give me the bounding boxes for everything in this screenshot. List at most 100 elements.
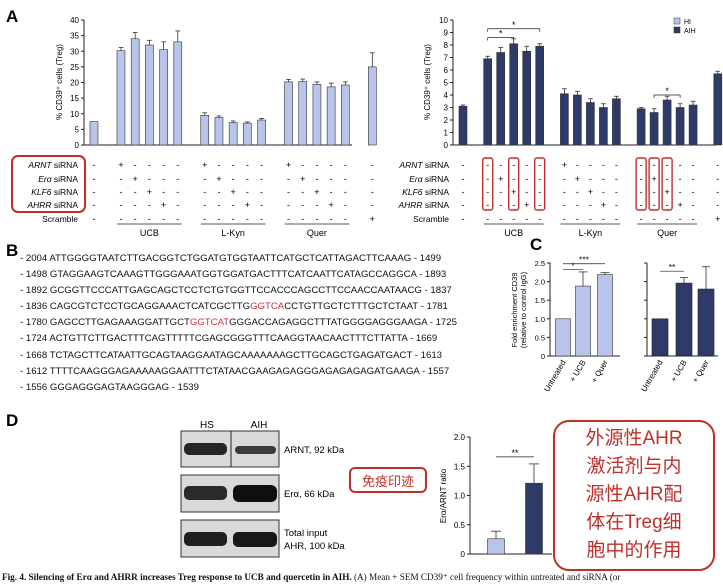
sirna-mark: - [232, 160, 235, 170]
y-axis-label: Fold enrichment CD39 [510, 272, 519, 347]
sirna-mark: - [640, 200, 643, 210]
y-tick-label: 15 [70, 94, 79, 103]
sirna-mark: - [615, 200, 618, 210]
y-tick-label: 7 [444, 54, 449, 63]
topic-annotation-box: 外源性AHR 激活剂与内 源性AHR配 体在Treg细 胞中的作用 [553, 420, 715, 571]
caption-bold: Fig. 4. Silencing of Erα and AHRR increa… [2, 572, 352, 582]
sirna-mark: - [499, 160, 502, 170]
bar [173, 41, 183, 146]
sequence-line: - 1498 GTAGGAAGTCAAAGTTGGGAAATGGTGGATGAC… [20, 267, 510, 283]
sirna-mark: - [93, 187, 96, 197]
sirna-mark: - [615, 187, 618, 197]
sequence-line: - 2004 ATTGGGGTAATCTTGACGGTCTGGATGTGGTAA… [20, 251, 510, 267]
sirna-mark: - [462, 174, 465, 184]
sirna-mark: - [217, 187, 220, 197]
sirna-mark: - [162, 187, 165, 197]
sirna-mark: - [176, 174, 179, 184]
bar [573, 94, 582, 146]
column-highlight-box [482, 157, 494, 211]
sirna-mark: - [602, 187, 605, 197]
bar [522, 50, 532, 146]
sequence-text: - 2004 ATTGGGGTAATCTTGACGGTCTGGATGTGGTAA… [20, 253, 442, 264]
column-highlight-box [534, 157, 546, 211]
blot-band [233, 532, 277, 547]
sirna-mark: - [134, 160, 137, 170]
sirna-mark: - [462, 200, 465, 210]
sirna-mark: - [301, 200, 304, 210]
y-tick-label: 25 [70, 63, 79, 72]
sirna-mark: - [679, 160, 682, 170]
sirna-mark: - [162, 174, 165, 184]
bar [243, 122, 252, 146]
sirna-mark: - [589, 200, 592, 210]
sequence-text: - 1780 GAGCCTTGAGAAAGGATTGCT [20, 317, 190, 329]
sirna-mark: + [511, 187, 516, 197]
annotation-line: 胞中的作用 [586, 540, 682, 561]
y-tick-label: 10 [439, 16, 448, 25]
bar [284, 81, 293, 146]
sirna-mark: - [538, 187, 541, 197]
bar [341, 84, 350, 146]
y-tick-label: 5 [75, 125, 80, 134]
sirna-mark: - [344, 200, 347, 210]
sirna-mark: - [315, 200, 318, 210]
sirna-mark: - [512, 174, 515, 184]
blot-band [233, 485, 277, 502]
sirna-mark: - [301, 214, 304, 224]
bar [200, 115, 210, 146]
sirna-mark: - [525, 160, 528, 170]
bar [675, 282, 693, 357]
y-axis-label: Erα/ARNT ratio [439, 468, 448, 523]
group-label: UCB [140, 228, 159, 238]
sirna-mark: - [512, 214, 515, 224]
sirna-mark: - [486, 200, 489, 210]
y-tick-label: 3 [444, 104, 449, 113]
sirna-mark: - [640, 160, 643, 170]
sirna-mark: - [615, 160, 618, 170]
sirna-mark: - [499, 200, 502, 210]
panel-label-a: A [6, 7, 18, 26]
sirna-mark: - [371, 200, 374, 210]
y-tick-label: 0.5 [535, 333, 545, 342]
sirna-mark: - [538, 174, 541, 184]
sirna-mark: - [371, 160, 374, 170]
bar [555, 318, 571, 357]
gene-name: KLF6 [31, 187, 52, 197]
sig-label: ** [669, 262, 676, 272]
bar [525, 482, 543, 555]
legend-label-aih: AIH [684, 28, 696, 35]
sirna-mark: - [462, 187, 465, 197]
legend-label-hi: HI [684, 19, 691, 26]
blot-band [184, 443, 227, 455]
sirna-mark: - [653, 160, 656, 170]
sirna-mark: - [615, 214, 618, 224]
sirna-mark: + [147, 187, 152, 197]
sequence-line: - 1836 CAGCGTCTCCTGCAGGAAACTCATCGCTTGGGT… [20, 299, 510, 315]
sirna-mark: - [301, 160, 304, 170]
bar [636, 108, 646, 146]
chart-a-right: 0 1 2 3 4 5 6 7 8 9 10 % CD39⁺ cells (Treg) HI AIH * * *… [397, 16, 723, 238]
sirna-mark: - [371, 187, 374, 197]
sirna-mark: - [692, 200, 695, 210]
sirna-mark: - [203, 174, 206, 184]
sirna-mark: - [287, 214, 290, 224]
gene-name: AHRR [26, 200, 51, 210]
blot-band [235, 446, 276, 454]
sirna-mark: - [119, 174, 122, 184]
y-tick-label: 8 [444, 41, 449, 50]
sirna-mark: - [615, 174, 618, 184]
y-tick-label: 30 [70, 47, 79, 56]
sirna-mark: - [716, 200, 719, 210]
sirna-mark: - [301, 187, 304, 197]
sirna-mark: - [260, 160, 263, 170]
column-highlight-box [635, 157, 647, 211]
sig-label: * [571, 261, 575, 271]
blot-band [184, 486, 227, 500]
scramble-row-label: Scramble [42, 214, 78, 224]
bar [214, 117, 224, 146]
sirna-mark: - [260, 174, 263, 184]
sirna-highlight-box [11, 155, 86, 213]
sirna-mark: - [679, 214, 682, 224]
group-label: L-Kyn [579, 228, 603, 238]
